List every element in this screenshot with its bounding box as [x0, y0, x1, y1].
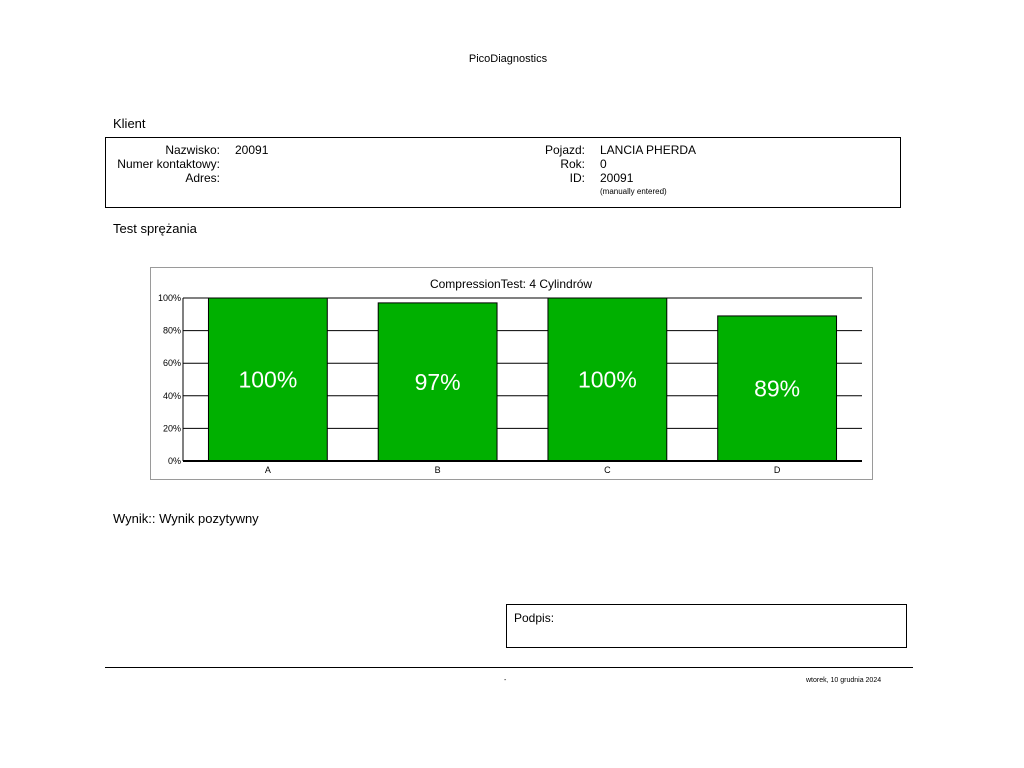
id-label: ID:	[569, 171, 585, 185]
x-tick-label: A	[265, 465, 271, 475]
y-tick-label: 20%	[163, 423, 181, 433]
x-tick-label: B	[435, 465, 441, 475]
y-tick-label: 80%	[163, 326, 181, 336]
signature-label: Podpis:	[514, 611, 555, 625]
chart-title: CompressionTest: 4 Cylindrów	[430, 277, 592, 291]
x-tick-label: C	[604, 465, 611, 475]
data-label: 100%	[578, 367, 637, 393]
data-label: 100%	[238, 367, 297, 393]
client-info-box	[105, 137, 901, 208]
test-heading: Test sprężania	[113, 221, 197, 236]
surname-value: 20091	[235, 143, 269, 157]
address-label: Adres:	[185, 171, 220, 185]
id-note: (manually entered)	[600, 187, 667, 196]
footer-center: -	[504, 677, 507, 684]
footer-rule	[105, 667, 913, 668]
year-value: 0	[600, 157, 607, 171]
vehicle-value: LANCIA PHERDA	[600, 143, 697, 157]
signature-box	[506, 604, 907, 648]
id-value: 20091	[600, 171, 634, 185]
compression-chart: CompressionTest: 4 Cylindrów 0% 20% 40% 60% 8…	[158, 277, 862, 475]
bar	[377, 302, 498, 462]
y-tick-label: 60%	[163, 358, 181, 368]
vehicle-label: Pojazd:	[544, 143, 585, 157]
chart-frame	[150, 267, 873, 480]
x-tick-label: D	[774, 465, 781, 475]
report-title: PicoDiagnostics	[468, 53, 548, 65]
contact-label: Numer kontaktowy:	[117, 157, 220, 171]
result-text: Wynik:: Wynik pozytywny	[113, 511, 259, 526]
surname-label: Nazwisko:	[165, 143, 220, 157]
y-tick-label: 40%	[163, 391, 181, 401]
client-heading: Klient	[113, 116, 146, 131]
footer-date: wtorek, 10 grudnia 2024	[806, 677, 882, 684]
year-label: Rok:	[560, 157, 585, 171]
bar	[547, 297, 668, 462]
bar	[717, 315, 838, 462]
data-label: 89%	[754, 375, 800, 401]
y-tick-label: 0%	[168, 456, 181, 466]
y-tick-label: 100%	[158, 293, 181, 303]
bar	[207, 297, 328, 462]
data-label: 97%	[415, 369, 461, 395]
